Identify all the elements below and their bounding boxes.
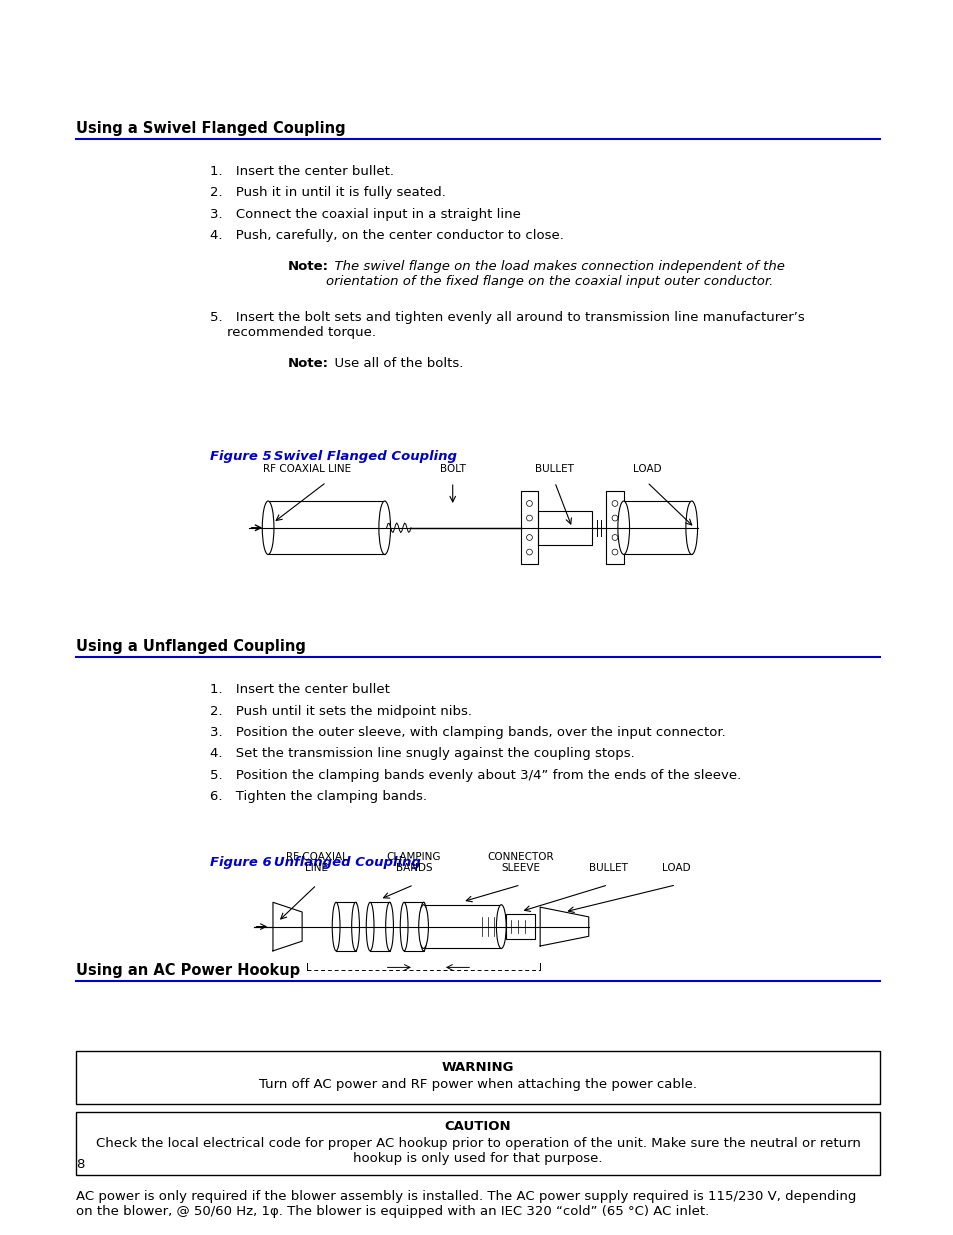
Text: BOLT: BOLT	[439, 464, 465, 474]
Text: 8: 8	[75, 1158, 84, 1171]
Bar	[404, 903, 423, 951]
Text: Turn off AC power and RF power when attaching the power cable.: Turn off AC power and RF power when atta…	[258, 1078, 697, 1092]
Bar	[423, 905, 500, 948]
Text: Using an AC Power Hookup: Using an AC Power Hookup	[75, 963, 299, 978]
Bar	[520, 492, 537, 564]
Ellipse shape	[366, 903, 374, 951]
Ellipse shape	[332, 903, 339, 951]
Text: BULLET: BULLET	[535, 464, 574, 474]
Text: WARNING: WARNING	[441, 1061, 514, 1073]
Text: Using a Unflanged Coupling: Using a Unflanged Coupling	[75, 638, 305, 655]
Text: 5. Position the clamping bands evenly about 3/4” from the ends of the sleeve.: 5. Position the clamping bands evenly ab…	[210, 768, 740, 782]
Text: BULLET: BULLET	[588, 863, 627, 873]
Bar	[370, 903, 389, 951]
Text: 2. Push it in until it is fully seated.: 2. Push it in until it is fully seated.	[210, 186, 445, 199]
Text: Check the local electrical code for proper AC hookup prior to operation of the u: Check the local electrical code for prop…	[95, 1137, 860, 1166]
Text: 1. Insert the center bullet: 1. Insert the center bullet	[210, 683, 389, 697]
Ellipse shape	[419, 903, 427, 951]
Ellipse shape	[378, 501, 390, 555]
Ellipse shape	[400, 903, 408, 951]
Bar	[623, 501, 691, 555]
Ellipse shape	[418, 905, 428, 948]
Ellipse shape	[385, 903, 393, 951]
Ellipse shape	[618, 501, 629, 555]
Bar	[605, 492, 623, 564]
Bar	[268, 501, 384, 555]
Text: 4. Push, carefully, on the center conductor to close.: 4. Push, carefully, on the center conduc…	[210, 228, 563, 242]
Text: 2. Push until it sets the midpoint nibs.: 2. Push until it sets the midpoint nibs.	[210, 704, 472, 718]
Text: Using a Swivel Flanged Coupling: Using a Swivel Flanged Coupling	[75, 121, 345, 136]
Text: CONNECTOR
SLEEVE: CONNECTOR SLEEVE	[487, 852, 554, 873]
Text: LOAD: LOAD	[632, 464, 660, 474]
Text: Use all of the bolts.: Use all of the bolts.	[326, 357, 463, 370]
Ellipse shape	[685, 501, 697, 555]
Text: 4. Set the transmission line snugly against the coupling stops.: 4. Set the transmission line snugly agai…	[210, 747, 634, 761]
Text: Figure 5: Figure 5	[210, 450, 272, 463]
Text: RF COAXIAL
LINE: RF COAXIAL LINE	[286, 852, 347, 873]
Text: 1. Insert the center bullet.: 1. Insert the center bullet.	[210, 164, 394, 178]
Text: 3. Position the outer sleeve, with clamping bands, over the input connector.: 3. Position the outer sleeve, with clamp…	[210, 726, 725, 739]
Bar	[506, 914, 535, 939]
Text: Unflanged Coupling: Unflanged Coupling	[260, 856, 421, 868]
Ellipse shape	[262, 501, 274, 555]
Text: RF COAXIAL LINE: RF COAXIAL LINE	[263, 464, 351, 474]
Text: Swivel Flanged Coupling: Swivel Flanged Coupling	[260, 450, 456, 463]
Text: CAUTION: CAUTION	[444, 1120, 511, 1132]
Ellipse shape	[352, 903, 359, 951]
Text: Note:: Note:	[287, 261, 328, 273]
Text: 6. Tighten the clamping bands.: 6. Tighten the clamping bands.	[210, 790, 426, 803]
Text: CLAMPING
BANDS: CLAMPING BANDS	[386, 852, 440, 873]
Bar	[335, 903, 355, 951]
Text: The swivel flange on the load makes connection independent of the
orientation of: The swivel flange on the load makes conn…	[326, 261, 784, 288]
Bar	[537, 511, 591, 545]
Text: Note:: Note:	[287, 357, 328, 370]
Text: AC power is only required if the blower assembly is installed. The AC power supp: AC power is only required if the blower …	[75, 1189, 855, 1218]
Text: 5. Insert the bolt sets and tighten evenly all around to transmission line manuf: 5. Insert the bolt sets and tighten even…	[210, 310, 803, 338]
Ellipse shape	[496, 905, 506, 948]
Text: Figure 6: Figure 6	[210, 856, 272, 868]
Text: 3. Connect the coaxial input in a straight line: 3. Connect the coaxial input in a straig…	[210, 207, 520, 221]
Text: LOAD: LOAD	[661, 863, 690, 873]
